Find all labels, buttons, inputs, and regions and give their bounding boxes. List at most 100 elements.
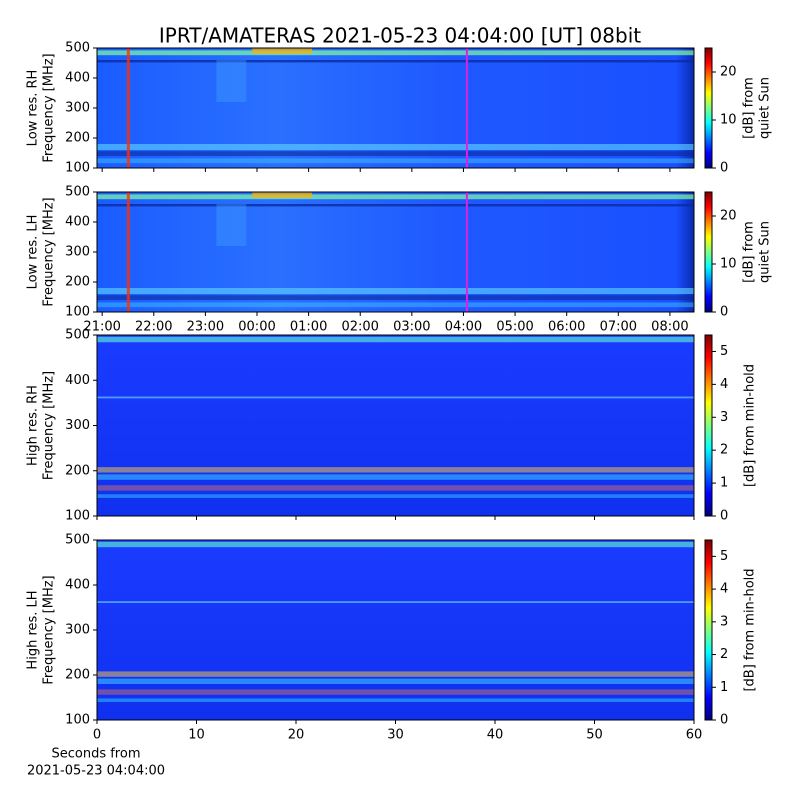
colorbar-tick-label: 1 [720,476,728,491]
colorbar [704,334,713,517]
x-tick-label: 04:00 [445,320,482,335]
colorbar-label: [dB] from min-hold [743,568,758,691]
colorbar-tick-label: 4 [720,377,728,392]
spectrogram [97,335,694,516]
colorbar-tick-label: 0 [720,713,728,728]
y-tick-label: 200 [65,131,90,146]
colorbar-tick-label: 10 [720,113,737,128]
spectrum-feature [97,295,694,300]
figure-title: IPRT/AMATERAS 2021-05-23 04:04:00 [UT] 0… [159,24,641,48]
y-axis-label: Low res. RH [26,70,41,147]
colorbar-tick-label: 5 [720,549,728,564]
colorbar-tick-label: 5 [720,344,728,359]
spectrum-feature [216,60,247,102]
x-tick-label: 50 [586,728,603,743]
y-axis-label: Frequency [MHz] [42,575,57,684]
colorbar-tick-label: 1 [720,680,728,695]
colorbar-tick-label: 0 [720,161,728,176]
y-tick-label: 100 [65,305,90,320]
spectrum-feature [97,541,694,548]
x-tick-label: 30 [387,728,404,743]
spectrum-feature [97,396,694,399]
colorbar-tick-label: 2 [720,443,728,458]
colorbar-tick-label: 0 [720,509,728,524]
y-tick-label: 500 [65,185,90,200]
spectrogram [97,540,694,720]
y-axis-label: Frequency [MHz] [42,197,57,306]
colorbar [704,191,713,313]
spectrum-feature [97,485,694,491]
spectrum-feature [97,288,694,294]
y-tick-label: 400 [65,578,90,593]
x-tick-label: 00:00 [238,320,275,335]
x-tick-label: 0 [93,728,101,743]
colorbar-label: [dB] from min-hold [743,364,758,487]
burst-feature [126,192,130,312]
y-tick-label: 200 [65,463,90,478]
y-tick-label: 200 [65,275,90,290]
y-tick-label: 300 [65,623,90,638]
x-tick-label: 02:00 [341,320,378,335]
x-tick-label: 23:00 [187,320,224,335]
spectrum-feature [97,698,694,702]
x-tick-label: 03:00 [393,320,430,335]
spectrum-feature [252,192,312,198]
colorbar-label: quiet Sun [758,77,773,139]
spectrum-feature [97,151,694,156]
y-tick-label: 400 [65,215,90,230]
colorbar-label: [dB] from [742,77,757,139]
spectrum-feature [97,50,694,56]
x-tick-label: 01:00 [290,320,327,335]
colorbar-label: [dB] from [742,221,757,283]
y-axis-label: Low res. LH [26,215,41,290]
y-tick-label: 500 [65,533,90,548]
y-tick-label: 100 [65,713,90,728]
x-tick-label: 60 [686,728,703,743]
y-tick-label: 100 [65,509,90,524]
y-tick-label: 300 [65,101,90,116]
spectrum-feature [97,474,694,480]
colorbar-tick-label: 3 [720,410,728,425]
colorbar-tick-label: 0 [720,305,728,320]
x-tick-label: 05:00 [496,320,533,335]
y-tick-label: 300 [65,245,90,260]
spectrum-feature [97,204,694,207]
y-tick-label: 400 [65,71,90,86]
y-tick-label: 200 [65,668,90,683]
x-tick-label: 07:00 [600,320,637,335]
y-axis-label: Frequency [MHz] [42,53,57,162]
spectrum-feature [97,158,694,164]
y-tick-label: 500 [65,328,90,343]
spectrum-feature [97,144,694,150]
spectrum-feature [216,204,247,246]
spectrum-feature [97,671,694,677]
colorbar [704,47,713,169]
x-tick-label: 21:00 [83,320,120,335]
colorbar-tick-label: 4 [720,582,728,597]
colorbar-tick-label: 20 [720,209,737,224]
x-tick-label: 20 [288,728,305,743]
x-tick-label: 10 [188,728,205,743]
colorbar-tick-label: 20 [720,65,737,80]
spectrum-feature [97,467,694,473]
spectrum-feature [97,336,694,343]
y-axis-label: High res. RH [26,385,41,466]
burst-feature [126,48,130,168]
colorbar-tick-label: 3 [720,614,728,629]
spectrum-feature [97,678,694,684]
spectrum-feature [97,60,694,63]
x-tick-label: 22:00 [135,320,172,335]
y-tick-label: 400 [65,373,90,388]
x-tick-label: 06:00 [548,320,585,335]
colorbar [704,539,713,721]
y-axis-label: Frequency [MHz] [42,371,57,480]
spectrum-feature [97,194,694,200]
y-tick-label: 500 [65,41,90,56]
spectrum-feature [97,302,694,308]
y-tick-label: 300 [65,418,90,433]
colorbar-label: quiet Sun [758,221,773,283]
x-tick-label: 08:00 [651,320,688,335]
y-axis-label: High res. LH [26,590,41,669]
spectrum-feature [97,601,694,603]
